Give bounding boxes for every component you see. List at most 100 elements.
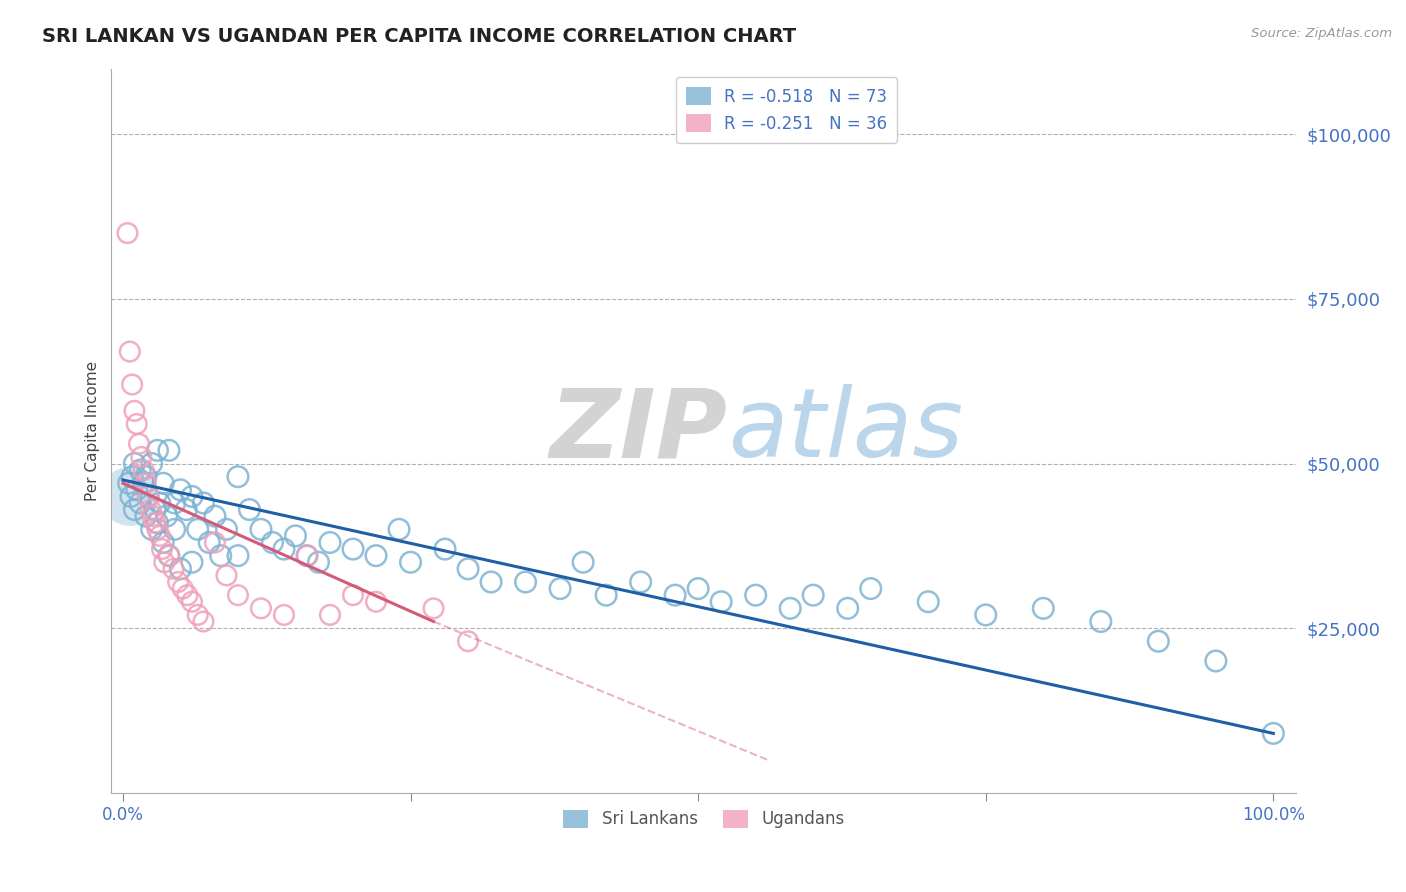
- Point: [226, 469, 249, 483]
- Point: [149, 529, 172, 543]
- Point: [1205, 654, 1227, 668]
- Point: [169, 483, 191, 497]
- Point: [193, 615, 215, 629]
- Point: [124, 457, 146, 471]
- Point: [479, 574, 502, 589]
- Point: [143, 516, 166, 530]
- Point: [434, 542, 457, 557]
- Point: [422, 601, 444, 615]
- Point: [121, 377, 143, 392]
- Point: [131, 450, 153, 464]
- Point: [364, 549, 387, 563]
- Point: [295, 549, 318, 563]
- Point: [273, 542, 295, 557]
- Point: [125, 483, 148, 497]
- Point: [143, 502, 166, 516]
- Point: [132, 463, 155, 477]
- Point: [801, 588, 824, 602]
- Point: [319, 535, 342, 549]
- Point: [917, 595, 939, 609]
- Point: [152, 476, 174, 491]
- Legend: Sri Lankans, Ugandans: Sri Lankans, Ugandans: [557, 803, 851, 835]
- Point: [157, 549, 180, 563]
- Point: [226, 588, 249, 602]
- Point: [176, 588, 198, 602]
- Point: [146, 516, 169, 530]
- Point: [132, 476, 155, 491]
- Point: [149, 496, 172, 510]
- Point: [152, 535, 174, 549]
- Point: [284, 529, 307, 543]
- Point: [1090, 615, 1112, 629]
- Point: [135, 469, 157, 483]
- Text: ZIP: ZIP: [550, 384, 728, 477]
- Point: [215, 522, 238, 536]
- Point: [172, 582, 194, 596]
- Point: [174, 502, 197, 516]
- Point: [135, 509, 157, 524]
- Point: [118, 476, 141, 491]
- Point: [118, 344, 141, 359]
- Point: [572, 555, 595, 569]
- Point: [157, 443, 180, 458]
- Point: [457, 634, 479, 648]
- Point: [262, 535, 284, 549]
- Point: [129, 463, 152, 477]
- Point: [1147, 634, 1170, 648]
- Point: [215, 568, 238, 582]
- Point: [1263, 726, 1285, 740]
- Point: [688, 582, 710, 596]
- Point: [974, 607, 997, 622]
- Point: [595, 588, 617, 602]
- Point: [118, 490, 141, 504]
- Point: [141, 522, 163, 536]
- Point: [136, 490, 159, 504]
- Text: atlas: atlas: [728, 384, 963, 477]
- Point: [779, 601, 801, 615]
- Point: [250, 522, 273, 536]
- Point: [129, 496, 152, 510]
- Point: [319, 607, 342, 622]
- Point: [342, 542, 364, 557]
- Point: [181, 595, 204, 609]
- Point: [117, 226, 139, 240]
- Point: [209, 549, 232, 563]
- Point: [744, 588, 766, 602]
- Point: [187, 607, 209, 622]
- Point: [167, 574, 190, 589]
- Point: [364, 595, 387, 609]
- Point: [193, 496, 215, 510]
- Point: [120, 490, 142, 504]
- Point: [457, 562, 479, 576]
- Point: [156, 509, 179, 524]
- Point: [146, 522, 169, 536]
- Point: [169, 562, 191, 576]
- Point: [295, 549, 318, 563]
- Point: [238, 502, 260, 516]
- Point: [250, 601, 273, 615]
- Point: [630, 574, 652, 589]
- Point: [1032, 601, 1054, 615]
- Y-axis label: Per Capita Income: Per Capita Income: [86, 360, 100, 500]
- Point: [515, 574, 537, 589]
- Point: [124, 502, 146, 516]
- Point: [187, 522, 209, 536]
- Text: Source: ZipAtlas.com: Source: ZipAtlas.com: [1251, 27, 1392, 40]
- Point: [128, 436, 150, 450]
- Point: [139, 502, 162, 516]
- Text: SRI LANKAN VS UGANDAN PER CAPITA INCOME CORRELATION CHART: SRI LANKAN VS UGANDAN PER CAPITA INCOME …: [42, 27, 796, 45]
- Point: [124, 404, 146, 418]
- Point: [153, 555, 176, 569]
- Point: [136, 490, 159, 504]
- Point: [308, 555, 330, 569]
- Point: [399, 555, 422, 569]
- Point: [837, 601, 859, 615]
- Point: [664, 588, 686, 602]
- Point: [121, 469, 143, 483]
- Point: [388, 522, 411, 536]
- Point: [204, 535, 226, 549]
- Point: [162, 562, 184, 576]
- Point: [163, 496, 186, 510]
- Point: [141, 457, 163, 471]
- Point: [226, 549, 249, 563]
